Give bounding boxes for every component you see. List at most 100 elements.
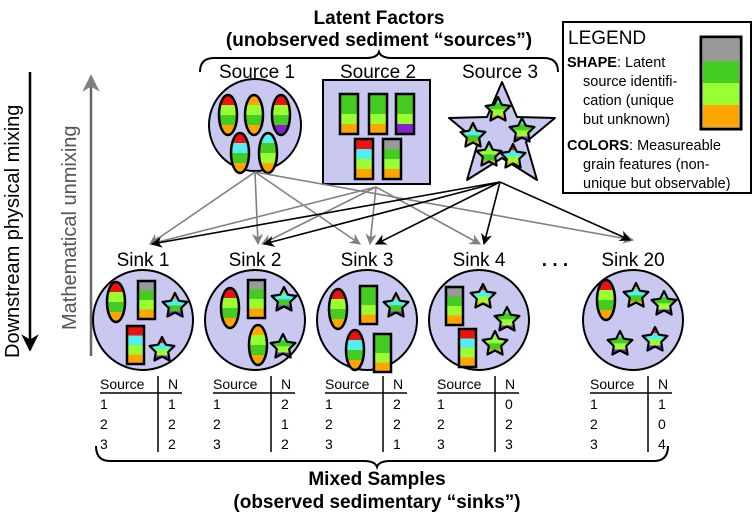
table-cell-source: 2 [213, 416, 221, 432]
ellipsis: . . . [542, 250, 568, 271]
sink-20-label: Sink 20 [601, 250, 664, 271]
mixing-arrow [150, 181, 501, 248]
rect-grain [367, 92, 389, 136]
table-cell-n: 1 [168, 396, 176, 412]
legend-shape-text-1: source identifi- [583, 74, 677, 90]
ellipse-grain [107, 282, 125, 322]
svg-text:SHAPE: Latent: SHAPE: Latent [567, 55, 665, 71]
rect-grain [353, 137, 375, 181]
source-3-shape [448, 81, 556, 181]
ellipse-grain [249, 325, 267, 365]
source-3-label: Source 3 [462, 62, 538, 83]
table-header-source: Source [100, 376, 145, 392]
table-cell-n: 1 [658, 396, 666, 412]
rect-grain [394, 92, 416, 136]
mixing-arrow [375, 186, 481, 245]
rect-grain [444, 285, 465, 327]
legend-title: LEGEND [568, 28, 646, 49]
source-2-label: Source 2 [340, 62, 416, 83]
rect-grain [372, 332, 393, 374]
rect-grain [381, 137, 403, 181]
table-cell-n: 2 [281, 396, 289, 412]
title-line2: (unobserved sediment “sources”) [226, 30, 532, 51]
sink-4-label: Sink 4 [453, 250, 506, 271]
mixing-arrow [260, 186, 377, 245]
table-cell-source: 2 [590, 416, 598, 432]
mixing-arrow [254, 171, 361, 245]
legend-shape-text-3: but unknown) [583, 112, 670, 128]
table-cell-n: 1 [393, 436, 401, 452]
downstream-mixing-label: Downstream physical mixing [2, 105, 24, 358]
legend-shape-text-2: cation (unique [583, 93, 674, 109]
table-cell-n: 4 [658, 436, 666, 452]
table-header-n: N [505, 376, 515, 392]
table-header-n: N [281, 376, 291, 392]
ellipse-grain [219, 95, 237, 135]
svg-text:COLORS: Measureable: COLORS: Measureable [567, 138, 721, 154]
table-cell-n: 2 [393, 396, 401, 412]
legend-colors-text-2: unique but observable) [583, 176, 731, 192]
table-cell-n: 0 [505, 396, 513, 412]
sink-table: Source N 1 0 2 2 3 3 [437, 376, 519, 452]
table-cell-source: 2 [100, 416, 108, 432]
mixing-arrow [251, 171, 264, 246]
title-line1: Latent Factors [314, 8, 445, 29]
table-cell-source: 1 [100, 396, 108, 412]
table-header-source: Source [213, 376, 258, 392]
table-cell-source: 3 [325, 436, 333, 452]
mixing-arrows [148, 171, 635, 248]
source-1-label: Source 1 [219, 62, 295, 83]
legend-colors-text-0: : Measureable [629, 138, 721, 154]
bottom-title-line1: Mixed Samples [308, 469, 445, 490]
sink-20-circle [582, 269, 684, 371]
table-header-n: N [658, 376, 668, 392]
sink-3-label: Sink 3 [341, 250, 394, 271]
sink-tables: Source N 1 1 2 2 3 2 Source N 1 2 2 1 3 2 Source N 1 2 2 2 3 1 S… [100, 376, 672, 452]
table-header-source: Source [590, 376, 635, 392]
sink-2-label: Sink 2 [229, 250, 282, 271]
sink-1-label: Sink 1 [117, 250, 170, 271]
table-header-source: Source [437, 376, 482, 392]
mixing-arrow [149, 171, 256, 245]
table-cell-source: 2 [325, 416, 333, 432]
legend-shape-label: SHAPE [567, 55, 617, 71]
ellipse-grain [329, 289, 347, 329]
mixing-arrow [481, 181, 501, 246]
table-cell-source: 1 [213, 396, 221, 412]
table-cell-n: 0 [658, 416, 666, 432]
legend-colors-text-1: grain features (non- [583, 157, 710, 173]
table-header-source: Source [325, 376, 370, 392]
ellipse-grain [272, 95, 290, 135]
ellipse-grain [245, 95, 263, 135]
rect-grain [338, 92, 360, 136]
sources-brace [199, 48, 559, 73]
table-cell-n: 2 [168, 416, 176, 432]
rect-grain [358, 284, 379, 326]
ellipse-grain [221, 288, 239, 328]
mixing-arrow [499, 181, 632, 242]
table-cell-source: 3 [213, 436, 221, 452]
sink-table: Source N 1 1 2 0 3 4 [590, 376, 672, 452]
ellipse-grain [346, 330, 364, 370]
ellipse-grain [259, 133, 277, 173]
rect-grain [457, 327, 478, 369]
table-header-n: N [168, 376, 178, 392]
sink-table: Source N 1 2 2 1 3 2 [213, 376, 295, 452]
rect-grain [246, 278, 267, 320]
table-cell-source: 2 [437, 416, 445, 432]
mixing-arrow [374, 181, 501, 245]
table-cell-source: 3 [590, 436, 598, 452]
legend-shape-text-0: : Latent [617, 55, 665, 71]
mixing-arrow [148, 186, 377, 247]
ellipse-grain [231, 133, 249, 173]
table-header-n: N [393, 376, 403, 392]
table-cell-n: 2 [168, 436, 176, 452]
rect-grain [136, 279, 157, 321]
sink-circles [92, 269, 684, 374]
source-2-grains [338, 92, 416, 181]
legend-colors-label: COLORS [567, 138, 629, 154]
sink-table: Source N 1 2 2 2 3 1 [325, 376, 407, 452]
table-cell-source: 3 [437, 436, 445, 452]
table-cell-source: 1 [325, 396, 333, 412]
